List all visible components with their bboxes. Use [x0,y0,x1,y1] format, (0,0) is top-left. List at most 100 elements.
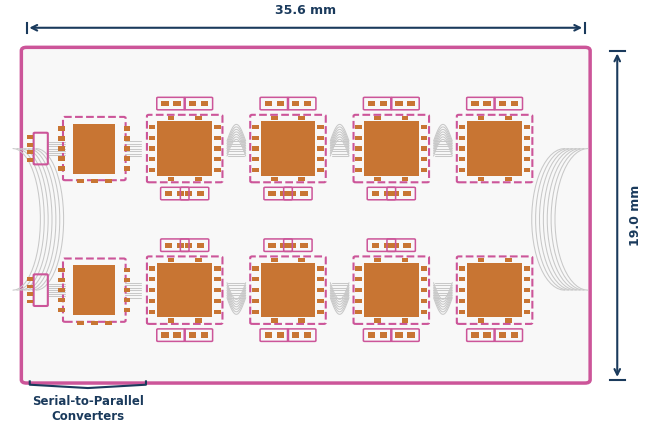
Bar [298,116,305,120]
Bar [318,157,324,162]
Bar [58,136,65,141]
Bar [214,168,221,172]
Bar [149,266,155,271]
Bar [402,258,408,262]
Bar [318,310,324,314]
Bar [27,300,33,303]
Bar [185,191,192,196]
Bar [421,288,427,292]
Bar [477,258,484,262]
Bar [124,298,130,302]
Bar [58,308,65,312]
Bar [459,157,465,162]
Bar [372,191,379,196]
Bar [201,101,208,106]
Bar [124,147,130,150]
Bar [355,136,362,140]
Bar [375,177,381,181]
Bar [149,277,155,281]
Bar [124,268,130,272]
Bar [318,288,324,292]
Bar [459,147,465,150]
Bar [505,258,512,262]
Bar [459,310,465,314]
Bar [58,147,65,150]
Bar [318,299,324,303]
Bar [149,157,155,162]
Bar [73,124,115,173]
Bar [524,125,531,129]
Bar [27,143,33,147]
Bar [280,243,288,248]
Bar [292,332,300,338]
Bar [402,177,408,181]
Bar [300,243,307,248]
Bar [404,191,411,196]
Bar [161,101,169,106]
Bar [372,243,379,248]
Bar [355,310,362,314]
Bar [408,332,415,338]
Bar [161,332,169,338]
Bar [421,125,427,129]
Bar [459,168,465,172]
Bar [471,101,479,106]
Bar [271,258,278,262]
Bar [149,125,155,129]
Bar [524,168,531,172]
Bar [195,258,202,262]
Bar [252,288,259,292]
Bar [149,299,155,303]
Bar [355,147,362,150]
Bar [459,266,465,271]
Bar [421,277,427,281]
Bar [318,125,324,129]
Bar [149,310,155,314]
Bar [214,277,221,281]
Bar [288,191,296,196]
Bar [214,157,221,162]
Bar [421,136,427,140]
Bar [177,191,184,196]
Bar [149,168,155,172]
Bar [195,177,202,181]
Bar [421,299,427,303]
Bar [261,122,316,176]
Bar [27,136,33,139]
Bar [149,288,155,292]
Bar [467,122,522,176]
Bar [355,125,362,129]
Bar [292,101,300,106]
Bar [185,243,192,248]
Bar [304,101,311,106]
Bar [27,150,33,154]
Bar [58,278,65,282]
Bar [380,101,388,106]
Bar [408,101,415,106]
Bar [271,177,278,181]
Bar [214,299,221,303]
Bar [124,278,130,282]
Bar [173,332,181,338]
Bar [298,258,305,262]
Bar [168,177,174,181]
Bar [384,243,391,248]
Bar [402,116,408,120]
Bar [157,263,212,317]
Bar [252,299,259,303]
Bar [252,147,259,150]
Bar [505,116,512,120]
Bar [124,127,130,130]
Bar [252,136,259,140]
Bar [477,318,484,323]
Bar [459,277,465,281]
Bar [189,332,196,338]
Bar [421,147,427,150]
Bar [58,298,65,302]
Bar [318,147,324,150]
Bar [214,147,221,150]
Bar [510,332,518,338]
Bar [77,320,83,325]
Bar [58,167,65,170]
Bar [483,332,490,338]
